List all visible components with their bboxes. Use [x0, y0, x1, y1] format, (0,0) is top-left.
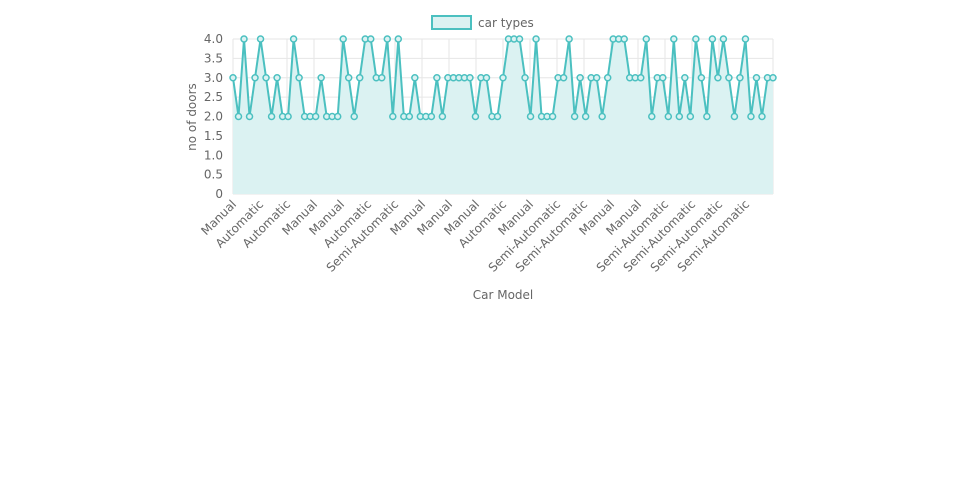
data-point [378, 74, 386, 82]
data-point [570, 112, 579, 121]
data-points [229, 35, 777, 121]
data-point [686, 112, 695, 121]
data-point [256, 35, 265, 43]
data-point [499, 74, 507, 82]
data-point [471, 112, 480, 121]
data-point [521, 74, 529, 82]
data-point [251, 74, 259, 82]
data-point [758, 112, 766, 121]
data-point [438, 112, 447, 121]
data-point [245, 112, 254, 121]
data-point [752, 74, 761, 82]
data-point [273, 74, 281, 82]
data-point [367, 35, 375, 43]
data-point [576, 74, 584, 82]
data-point [405, 112, 414, 121]
y-tick-label: 1.0 [204, 148, 223, 162]
data-point [675, 112, 684, 121]
data-point [692, 35, 700, 43]
data-point [730, 112, 739, 121]
data-point [642, 35, 651, 43]
data-point [769, 74, 777, 82]
legend-swatch[interactable] [431, 15, 472, 30]
data-point [317, 74, 325, 82]
data-point [289, 35, 298, 43]
data-point [559, 74, 568, 82]
data-point [493, 112, 502, 121]
data-point [284, 112, 292, 121]
data-point [747, 112, 755, 121]
y-axis-label: no of doors [185, 83, 199, 151]
data-point [565, 35, 573, 43]
data-point [339, 35, 347, 43]
data-point [659, 74, 667, 82]
data-point [350, 112, 358, 121]
y-tick-label: 3.5 [204, 51, 223, 65]
data-point [311, 112, 320, 121]
data-point [637, 74, 645, 82]
data-point [427, 112, 436, 121]
data-point [355, 74, 364, 82]
data-point [703, 112, 711, 121]
data-point [548, 112, 557, 121]
data-point [725, 74, 733, 82]
x-tick-labels: ManualAutomaticAutomaticManualManualAuto… [198, 197, 752, 275]
data-point [394, 35, 403, 43]
x-axis-label: Car Model [473, 288, 534, 302]
data-point [736, 74, 744, 82]
data-point [234, 112, 243, 121]
data-point [295, 74, 303, 82]
y-tick-label: 0.5 [204, 168, 223, 182]
y-tick-label: 1.5 [204, 129, 223, 143]
data-point [620, 35, 628, 43]
y-tick-label: 3.0 [204, 71, 223, 85]
data-point [603, 74, 612, 82]
data-point [681, 74, 689, 82]
y-tick-label: 2.5 [204, 90, 223, 104]
data-point [344, 74, 353, 82]
data-point [741, 35, 750, 43]
data-point [581, 112, 590, 121]
legend-label[interactable]: car types [478, 16, 534, 30]
data-point [466, 74, 474, 82]
y-tick-label: 2.0 [204, 110, 223, 124]
data-point [383, 35, 392, 43]
data-point [526, 112, 535, 121]
data-point [592, 74, 601, 82]
legend[interactable]: car types [431, 15, 534, 30]
data-point [532, 35, 540, 43]
y-tick-labels: 0 0.5 1.0 1.5 2.0 2.5 3.0 3.5 4.0 [204, 32, 223, 201]
data-point [697, 74, 706, 82]
data-point [411, 74, 419, 82]
data-point [664, 112, 673, 121]
data-point [333, 112, 342, 121]
data-point [670, 35, 678, 43]
data-point [240, 35, 248, 43]
data-point [598, 112, 606, 121]
y-tick-label: 4.0 [204, 32, 223, 46]
data-point [262, 74, 270, 82]
data-point [515, 35, 524, 43]
data-point [389, 112, 397, 121]
data-point [714, 74, 722, 82]
data-point [708, 35, 717, 43]
data-point [267, 112, 276, 121]
data-point [648, 112, 656, 121]
data-point [433, 74, 441, 82]
data-point [482, 74, 491, 82]
y-tick-label: 0 [215, 187, 223, 201]
data-point [229, 74, 237, 82]
data-point [719, 35, 728, 43]
